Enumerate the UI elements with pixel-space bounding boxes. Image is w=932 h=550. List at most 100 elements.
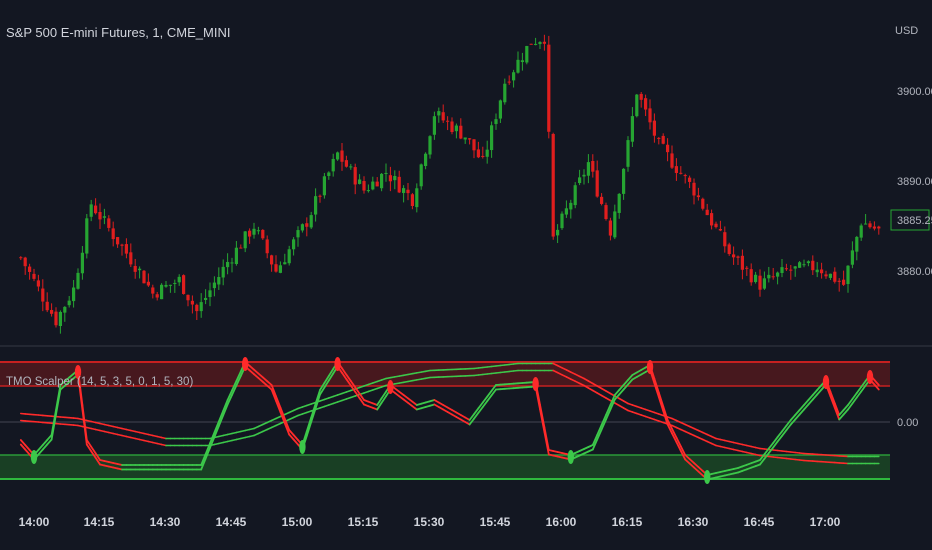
tmo-fast-line (833, 402, 841, 416)
tmo-slow-line (565, 369, 572, 373)
candle (538, 41, 542, 49)
tmo-slow-line (679, 428, 687, 433)
tmo-fast-line (605, 404, 612, 416)
tmo-fast-line (679, 449, 687, 461)
candle (648, 99, 652, 130)
candle (182, 274, 186, 295)
time-tick: 16:15 (612, 515, 643, 529)
tmo-slow-line (561, 366, 568, 371)
tmo-fast-line (807, 398, 814, 406)
tmo-slow-line (613, 402, 621, 407)
tmo-fast-line (693, 466, 700, 473)
tmo-slow-line (591, 389, 599, 394)
candle (806, 260, 810, 267)
tmo-slow-line (671, 424, 678, 429)
candle (622, 168, 626, 200)
tmo-fast-line (675, 441, 682, 452)
candle (494, 113, 498, 130)
tmo-slow-line (675, 419, 682, 424)
tmo-fast-line (473, 411, 480, 420)
time-tick: 16:00 (546, 515, 577, 529)
tmo-slow-line (292, 407, 299, 412)
tmo-fast-line (24, 448, 31, 456)
candle (85, 213, 89, 259)
candle (58, 310, 62, 334)
tmo-fast-line (781, 424, 788, 433)
currency-label: USD (895, 25, 918, 37)
indicator-pane[interactable] (0, 357, 890, 484)
candle (366, 184, 370, 193)
candle (507, 75, 511, 85)
tmo-fast-line (41, 439, 49, 446)
tmo-slow-line (556, 364, 563, 369)
candle (212, 276, 216, 297)
candle (397, 170, 401, 194)
tmo-fast-line (63, 376, 71, 383)
tmo-fast-line (327, 368, 335, 377)
candlestick-series[interactable] (19, 34, 881, 334)
candle (512, 69, 516, 88)
tmo-fast-line (789, 414, 797, 421)
candle (124, 238, 128, 259)
candle (837, 278, 841, 292)
candle (54, 307, 58, 328)
candle (710, 209, 714, 230)
candle (138, 266, 142, 279)
tmo-slow-line (583, 377, 590, 382)
time-tick: 14:00 (19, 515, 50, 529)
time-tick: 14:15 (84, 515, 115, 529)
price-pane[interactable] (19, 34, 881, 334)
candle (278, 261, 282, 274)
tmo-slow-line (587, 380, 594, 385)
tmo-fast-line (231, 384, 238, 396)
candle (217, 267, 221, 290)
tmo-slow-line (270, 424, 277, 429)
tmo-fast-line (349, 384, 357, 393)
tmo-fast-line (600, 414, 607, 426)
candle (388, 166, 392, 192)
tmo-fast-line (235, 375, 242, 387)
price-axis[interactable]: 3900.00 3890.00 3880.00 3885.25 0.00 (890, 86, 932, 429)
candle (771, 267, 775, 280)
sell-signal-marker (866, 370, 874, 384)
tmo-fast-line (684, 454, 691, 460)
tmo-fast-line (811, 393, 819, 401)
tmo-fast-line (266, 380, 273, 386)
tmo-fast-line (781, 429, 788, 437)
candle (740, 249, 744, 280)
candle (798, 261, 802, 268)
tmo-fast-line (37, 448, 44, 456)
tmo-fast-line (345, 373, 352, 382)
candle (520, 52, 524, 71)
candle (204, 289, 208, 305)
tmo-fast-line (613, 389, 621, 396)
tmo-fast-line (248, 369, 255, 376)
candle (749, 263, 753, 286)
tmo-fast-line (24, 444, 31, 451)
candle (468, 137, 472, 145)
tmo-slow-line (688, 425, 695, 430)
candle (701, 197, 705, 211)
tmo-fast-line (842, 408, 849, 416)
tmo-fast-line (248, 364, 255, 371)
tmo-fast-line (283, 422, 291, 436)
tmo-fast-line (19, 439, 27, 446)
tmo-fast-line (851, 396, 858, 405)
tmo-slow-line (710, 435, 717, 440)
tmo-fast-line (539, 408, 546, 433)
candle (358, 174, 362, 185)
tmo-fast-line (622, 379, 629, 386)
time-tick: 15:30 (414, 515, 445, 529)
time-axis[interactable]: 14:00 14:15 14:30 14:45 15:00 15:15 15:3… (19, 515, 841, 529)
tmo-fast-line (55, 388, 62, 416)
tmo-slow-line (574, 373, 581, 378)
candle (758, 269, 762, 297)
tmo-fast-line (662, 405, 669, 421)
tmo-fast-line (81, 408, 88, 446)
tmo-slow-line (288, 416, 295, 421)
tmo-fast-line (376, 397, 383, 406)
candle (476, 141, 480, 159)
tmo-slow-line (684, 430, 691, 435)
tmo-slow-line (688, 432, 695, 437)
